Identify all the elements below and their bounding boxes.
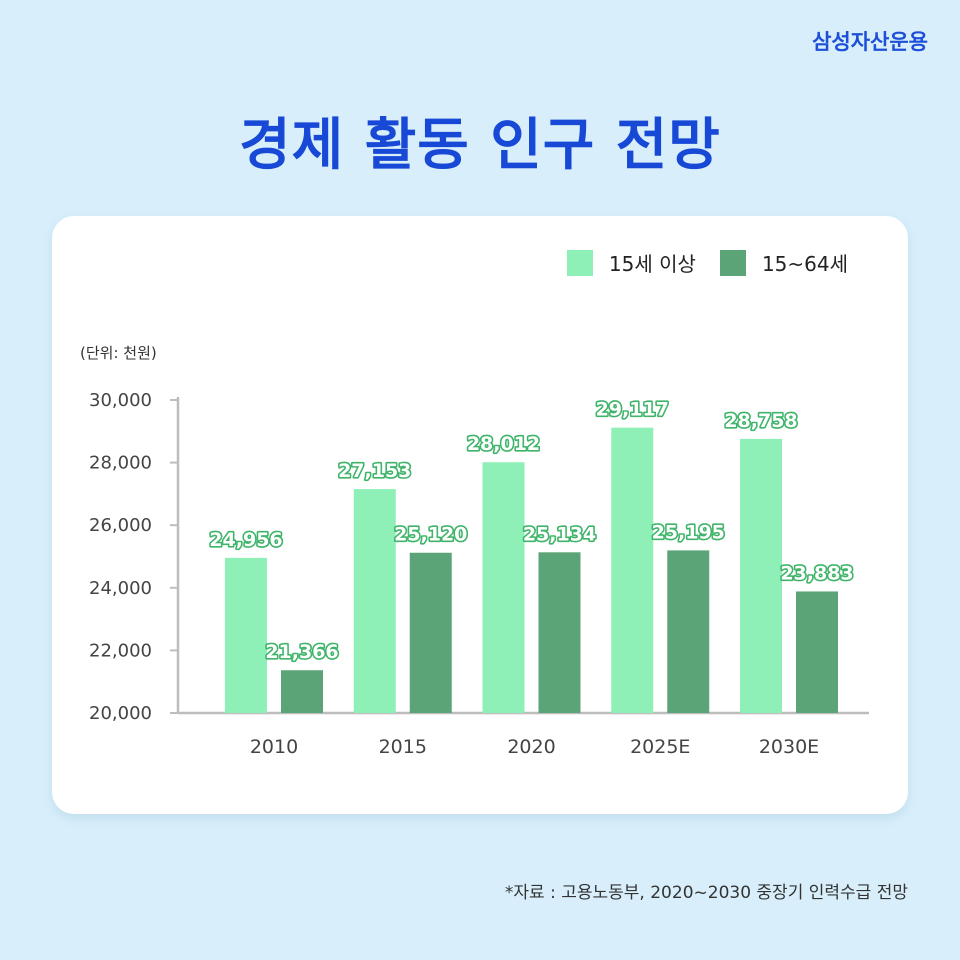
bar-series-1	[225, 557, 267, 713]
bar-series-1	[740, 438, 782, 713]
y-tick-label: 28,000	[89, 453, 152, 474]
bar-series-2	[796, 591, 838, 713]
data-label: 28,012	[467, 433, 540, 455]
bar-series-1	[482, 462, 525, 713]
page-title: 경제 활동 인구 전망	[239, 113, 721, 178]
chart-legend: 15세 이상 15~64세	[566, 248, 848, 277]
x-tick-label: 2020	[507, 736, 555, 758]
y-tick-label: 26,000	[89, 515, 152, 536]
x-tick-label: 2025E	[630, 736, 690, 758]
data-label: 21,366	[265, 641, 338, 663]
x-tick-label: 2015	[379, 736, 427, 758]
brand-logo-text: 삼성자산운용	[812, 30, 928, 54]
data-label: 25,195	[652, 521, 725, 543]
unit-label: (단위: 천원)	[80, 344, 157, 362]
y-tick-label: 24,000	[89, 578, 152, 599]
source-note: *자료 : 고용노동부, 2020~2030 중장기 인력수급 전망	[504, 883, 908, 903]
bar-series-2	[667, 550, 710, 713]
bar-series-2	[538, 552, 581, 713]
data-label: 28,758	[724, 410, 797, 432]
data-label: 25,120	[394, 524, 467, 546]
y-tick-label: 30,000	[89, 390, 152, 411]
data-label: 23,883	[780, 562, 853, 584]
legend-swatch-series-1	[566, 249, 593, 276]
y-tick-label: 20,000	[89, 703, 152, 724]
x-tick-label: 2030E	[759, 736, 819, 758]
bar-series-1	[353, 489, 396, 713]
bar-series-1	[611, 427, 654, 713]
bar-series-2	[281, 670, 323, 713]
legend-item-series-1: 15세 이상	[566, 248, 696, 277]
legend-swatch-series-2	[719, 249, 746, 276]
data-label: 29,117	[596, 399, 669, 421]
chart-card: 15세 이상 15~64세 (단위: 천원) 20,000 22,000 24,00…	[52, 216, 908, 814]
legend-label-series-1: 15세 이상	[608, 252, 696, 276]
bar-series-2	[409, 552, 452, 713]
bar-chart: 20,000 22,000 24,000 26,000 28,000 30,000 24,9…	[89, 390, 869, 758]
data-label: 25,134	[523, 523, 596, 545]
y-tick-label: 22,000	[89, 640, 152, 661]
x-tick-label: 2010	[250, 736, 298, 758]
legend-label-series-2: 15~64세	[761, 252, 848, 276]
data-label: 24,956	[209, 529, 282, 551]
legend-item-series-2: 15~64세	[719, 248, 848, 277]
data-label: 27,153	[338, 460, 411, 482]
